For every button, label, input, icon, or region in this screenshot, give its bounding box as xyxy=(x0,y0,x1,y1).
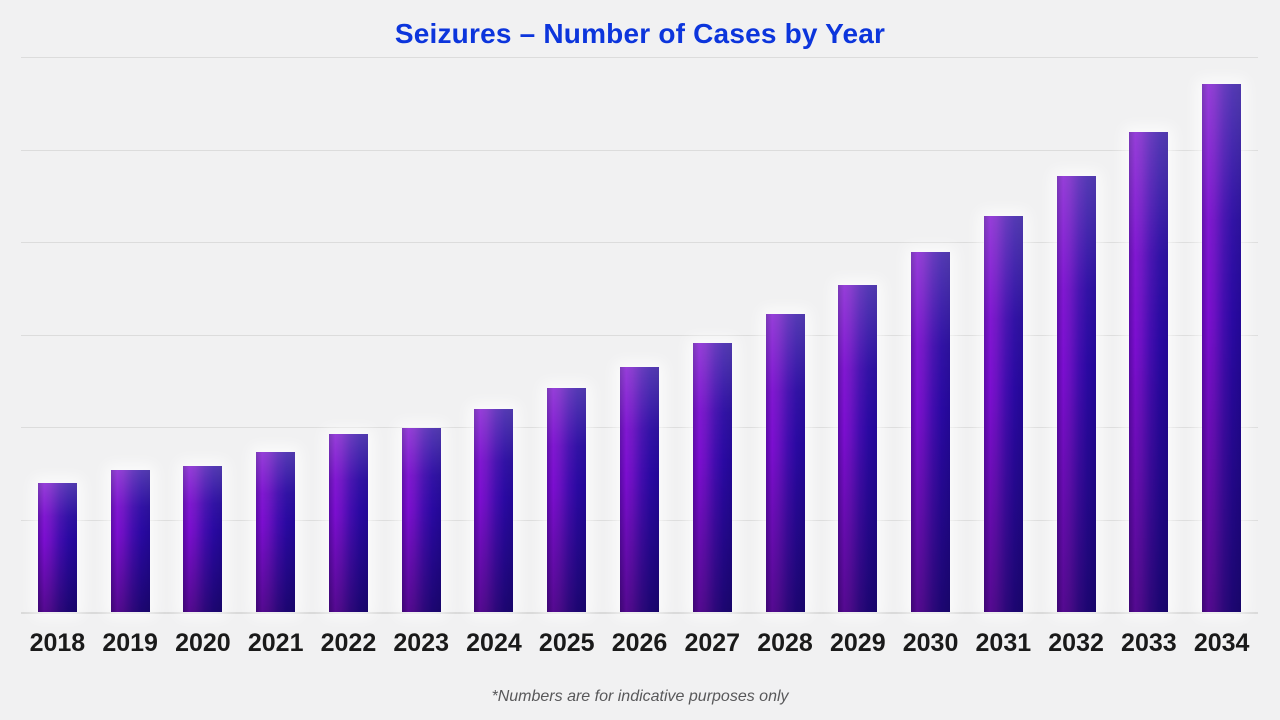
x-tick-label-2034: 2034 xyxy=(1193,629,1250,657)
plot-area xyxy=(21,57,1258,614)
x-tick-label-2023: 2023 xyxy=(393,629,450,657)
bar-column xyxy=(312,57,385,612)
bar-series xyxy=(21,57,1258,612)
bar-2022 xyxy=(328,434,368,612)
bar-2018 xyxy=(37,483,77,612)
bar-column xyxy=(603,57,676,612)
x-tick-label-2020: 2020 xyxy=(175,629,231,657)
bar-2029 xyxy=(838,285,878,612)
bar-column xyxy=(21,57,94,612)
bar-column xyxy=(967,57,1040,612)
bar-column xyxy=(239,57,312,612)
x-tick-label-2018: 2018 xyxy=(29,629,86,657)
bar-column xyxy=(385,57,458,612)
bar-2030 xyxy=(911,252,951,612)
chart-title: Seizures – Number of Cases by Year xyxy=(394,18,886,49)
x-tick-label-2027: 2027 xyxy=(684,629,741,657)
bar-column xyxy=(1185,57,1258,612)
bar-2028 xyxy=(765,314,805,612)
x-tick-label-2032: 2032 xyxy=(1048,629,1104,657)
x-tick-label-2024: 2024 xyxy=(466,629,522,657)
bar-2031 xyxy=(983,216,1023,612)
x-tick-label-2030: 2030 xyxy=(902,629,959,657)
x-tick-label-2025: 2025 xyxy=(538,629,595,657)
bar-2019 xyxy=(110,470,150,612)
bar-2033 xyxy=(1129,131,1169,612)
bar-column xyxy=(94,57,167,612)
bar-2021 xyxy=(256,451,296,612)
bar-column xyxy=(676,57,749,612)
bar-2026 xyxy=(620,366,659,612)
bar-column xyxy=(1040,57,1113,612)
bar-2020 xyxy=(183,465,223,612)
bar-column xyxy=(894,57,967,612)
gridline xyxy=(21,334,1258,336)
gridline xyxy=(21,57,1258,58)
bar-2025 xyxy=(547,388,587,612)
bar-2032 xyxy=(1056,176,1096,612)
bar-column xyxy=(1112,57,1185,612)
bar-2034 xyxy=(1202,83,1242,612)
gridline xyxy=(21,242,1258,243)
bar-column xyxy=(821,57,894,612)
x-tick-label-2022: 2022 xyxy=(320,629,377,657)
x-tick-label-2019: 2019 xyxy=(102,629,158,657)
x-tick-label-2029: 2029 xyxy=(829,629,886,657)
x-tick-label-2028: 2028 xyxy=(757,629,813,657)
x-tick-label-2033: 2033 xyxy=(1121,629,1177,657)
bar-column xyxy=(530,57,603,612)
x-tick-label-2026: 2026 xyxy=(611,629,668,657)
x-axis-labels: 2018 2019 2020 2021 2022 2023 2024 2025 2026 2027… xyxy=(21,629,1258,658)
footnote: *Numbers are for indicative purposes onl… xyxy=(491,688,789,705)
bar-column xyxy=(749,57,822,612)
bar-2024 xyxy=(474,409,514,612)
bar-column xyxy=(458,57,531,612)
bar-column xyxy=(167,57,240,612)
bar-2027 xyxy=(692,342,732,612)
gridline xyxy=(21,149,1258,151)
bar-2023 xyxy=(401,427,441,612)
x-tick-label-2031: 2031 xyxy=(975,629,1032,657)
x-tick-label-2021: 2021 xyxy=(247,629,304,657)
